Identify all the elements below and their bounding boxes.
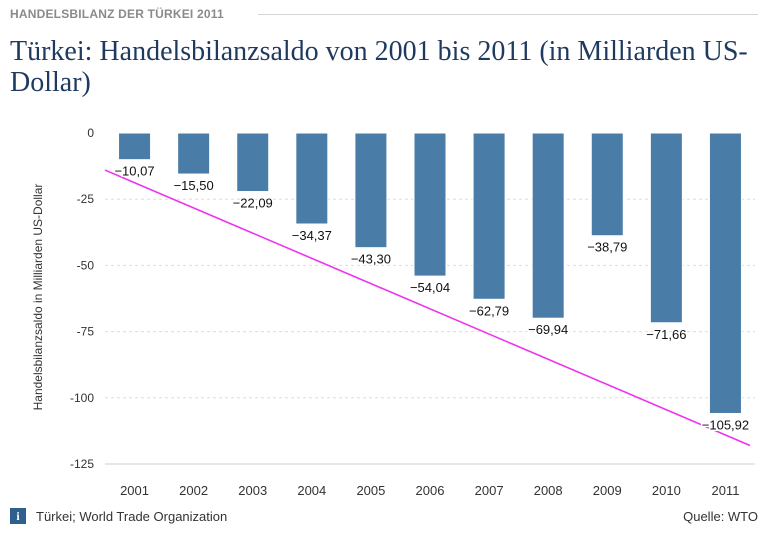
x-tick-label: 2011 — [711, 483, 739, 498]
bar — [295, 132, 329, 225]
x-tick-label: 2004 — [297, 483, 326, 498]
page-title: Türkei: Handelsbilanzsaldo von 2001 bis … — [10, 36, 748, 98]
x-tick-label: 2006 — [416, 483, 445, 498]
trend-line — [104, 169, 751, 447]
bar — [118, 132, 152, 161]
bar — [413, 132, 447, 277]
y-tick-label: -25 — [77, 192, 95, 206]
data-label: −71,66 — [646, 327, 686, 342]
x-axis-ticks: 2001 2002 2003 2004 2005 2006 2007 2008 2009 2010… — [120, 483, 739, 498]
x-tick-label: 2002 — [179, 483, 208, 498]
bar — [472, 132, 506, 300]
y-axis-label: Handelsbilanzsaldo in Milliarden US-Doll… — [31, 184, 45, 411]
x-tick-label: 2010 — [652, 483, 681, 498]
bar — [531, 132, 565, 319]
y-tick-label: -75 — [77, 325, 95, 339]
bar — [708, 132, 742, 414]
bar — [590, 132, 624, 237]
data-label: −43,30 — [351, 252, 391, 267]
y-tick-label: 0 — [87, 126, 94, 140]
source-label[interactable]: Quelle: WTO — [683, 509, 758, 524]
kicker: HANDELSBILANZ DER TÜRKEI 2011 — [10, 7, 224, 21]
data-label: −62,79 — [469, 303, 509, 318]
data-label: −69,94 — [528, 322, 568, 337]
source-note: i Türkei; World Trade Organization — [10, 508, 227, 524]
data-labels: −10,07 −15,50 −22,09 −34,37 −43,30 −54,04 −62,… — [113, 162, 751, 434]
info-icon[interactable]: i — [10, 508, 26, 524]
y-tick-label: -50 — [77, 258, 95, 272]
data-label: −38,79 — [587, 240, 627, 255]
source-note-text: Türkei; World Trade Organization — [36, 508, 228, 524]
x-tick-label: 2005 — [356, 483, 385, 498]
x-tick-label: 2003 — [238, 483, 267, 498]
y-tick-label: -125 — [70, 457, 94, 471]
kicker-rule — [258, 14, 758, 15]
bar — [236, 132, 270, 192]
data-label: −22,09 — [233, 195, 273, 210]
data-label: −34,37 — [292, 228, 332, 243]
y-tick-label: -100 — [70, 391, 94, 405]
data-label: −105,92 — [702, 417, 749, 432]
x-tick-label: 2001 — [120, 483, 149, 498]
bar — [354, 132, 388, 249]
x-tick-label: 2009 — [593, 483, 622, 498]
data-label: −10,07 — [114, 164, 154, 179]
x-tick-label: 2007 — [475, 483, 504, 498]
bar — [649, 132, 683, 324]
bar — [177, 132, 211, 175]
data-label: −54,04 — [410, 280, 450, 295]
x-tick-label: 2008 — [534, 483, 563, 498]
y-axis-ticks: 0 -25 -50 -75 -100 -125 — [70, 126, 94, 471]
data-label: −15,50 — [174, 178, 214, 193]
bars — [118, 132, 742, 414]
